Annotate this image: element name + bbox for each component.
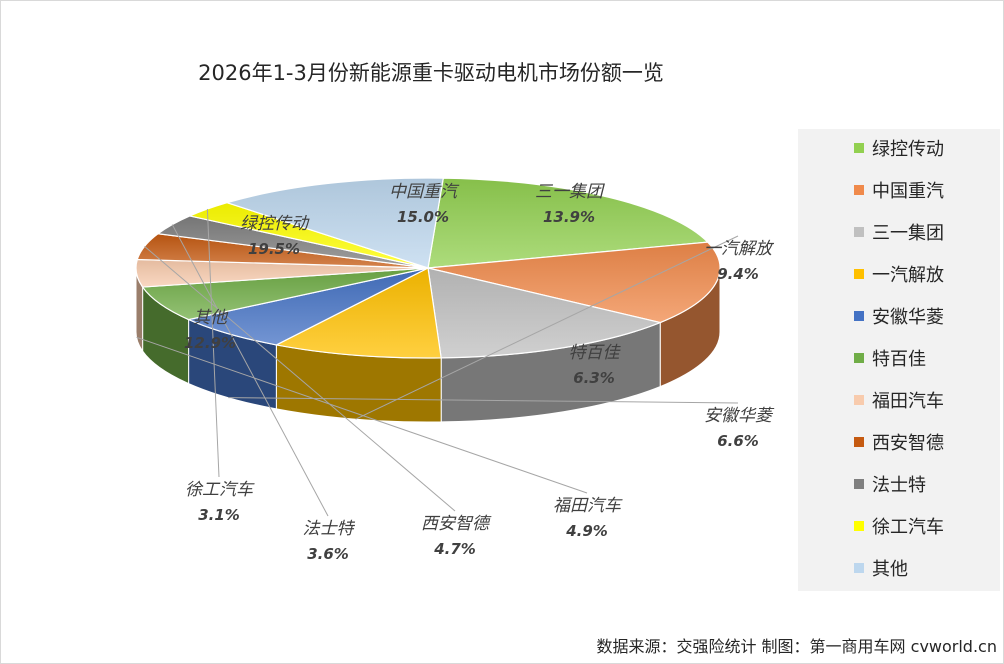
slice-9-value-label: 3.1%	[198, 506, 240, 524]
slice-6-leader	[136, 336, 588, 494]
pie-top	[135, 177, 721, 359]
legend-label-4: 安徽华菱	[872, 307, 944, 328]
pie-leaders	[136, 209, 739, 517]
legend-label-10: 其他	[872, 559, 908, 580]
slice-4-value-label: 6.6%	[717, 432, 759, 450]
slice-10-value-label: 12.9%	[184, 334, 236, 352]
legend-item-1: 中国重汽	[854, 180, 944, 204]
slice-0-top	[427, 177, 709, 269]
slice-2-name-label: 三一集团	[535, 182, 605, 202]
legend-label-7: 西安智德	[872, 433, 944, 454]
slice-0-name-label: 绿控传动	[240, 214, 310, 234]
legend-item-7: 西安智德	[854, 432, 944, 456]
slice-2-value-label: 13.9%	[543, 208, 595, 226]
slice-4-top	[186, 267, 429, 346]
legend-item-0: 绿控传动	[854, 138, 944, 162]
slice-3-leader	[355, 235, 739, 420]
slice-10-top	[225, 177, 444, 269]
legend: 绿控传动中国重汽三一集团一汽解放安徽华菱特百佳福田汽车西安智德法士特徐工汽车其他	[798, 129, 1000, 591]
legend-label-3: 一汽解放	[872, 265, 944, 286]
slice-7-leader	[144, 245, 456, 512]
slice-3-top	[274, 267, 442, 359]
slice-7-name-label: 西安智德	[421, 514, 492, 534]
pie-sides	[135, 267, 721, 423]
slice-9-leader	[206, 209, 220, 478]
legend-swatch-0	[854, 143, 864, 153]
legend-swatch-3	[854, 269, 864, 279]
legend-swatch-5	[854, 353, 864, 363]
legend-item-3: 一汽解放	[854, 264, 944, 288]
legend-label-5: 特百佳	[872, 349, 926, 370]
legend-label-6: 福田汽车	[872, 391, 944, 412]
slice-1-value-label: 15.0%	[397, 208, 449, 226]
slice-1-name-label: 中国重汽	[389, 182, 460, 202]
legend-item-5: 特百佳	[854, 348, 926, 372]
legend-swatch-6	[854, 395, 864, 405]
slice-10-name-label: 其他	[193, 308, 229, 328]
legend-swatch-2	[854, 227, 864, 237]
slice-4-name-label: 安徽华菱	[704, 406, 775, 426]
legend-label-8: 法士特	[872, 475, 926, 496]
legend-item-6: 福田汽车	[854, 390, 944, 414]
source-note: 数据来源：交强险统计 制图：第一商用车网 cvworld.cn	[596, 637, 997, 656]
slice-0-value-label: 19.5%	[248, 240, 300, 258]
slice-3-value-label: 9.4%	[717, 265, 759, 283]
legend-label-0: 绿控传动	[872, 139, 944, 160]
slice-3-name-label: 一汽解放	[704, 239, 775, 259]
slice-6-name-label: 福田汽车	[553, 496, 623, 516]
legend-swatch-7	[854, 437, 864, 447]
slice-6-value-label: 4.9%	[565, 522, 608, 540]
legend-label-1: 中国重汽	[872, 181, 944, 202]
slice-2-top	[427, 267, 663, 359]
slice-9-name-label: 徐工汽车	[185, 480, 255, 500]
legend-swatch-1	[854, 185, 864, 195]
slice-1-top	[427, 241, 721, 324]
legend-swatch-10	[854, 563, 864, 573]
slice-8-leader	[171, 224, 329, 517]
pie-chart: 绿控传动 19.5% 中国重汽 15.0% 三一集团 13.9% 一汽解放 9.4% 安徽华菱 6…	[135, 177, 775, 563]
slice-5-name-label: 特百佳	[569, 343, 622, 363]
legend-item-2: 三一集团	[854, 222, 944, 246]
chart-title: 2026年1-3月份新能源重卡驱动电机市场份额一览	[198, 61, 664, 85]
slice-5-value-label: 6.3%	[573, 369, 615, 387]
legend-item-4: 安徽华菱	[854, 306, 944, 330]
legend-label-2: 三一集团	[872, 223, 944, 244]
legend-label-9: 徐工汽车	[872, 517, 944, 538]
legend-swatch-8	[854, 479, 864, 489]
slice-8-value-label: 3.6%	[307, 545, 349, 563]
legend-item-8: 法士特	[854, 474, 926, 498]
legend-item-9: 徐工汽车	[854, 516, 944, 540]
legend-swatch-4	[854, 311, 864, 321]
slice-5-top	[141, 267, 429, 321]
pie-labels: 绿控传动 19.5% 中国重汽 15.0% 三一集团 13.9% 一汽解放 9.4% 安徽华菱 6…	[184, 182, 775, 563]
legend-swatch-9	[854, 521, 864, 531]
legend-item-10: 其他	[854, 558, 908, 582]
slice-7-value-label: 4.7%	[433, 540, 476, 558]
slice-8-name-label: 法士特	[303, 519, 356, 539]
